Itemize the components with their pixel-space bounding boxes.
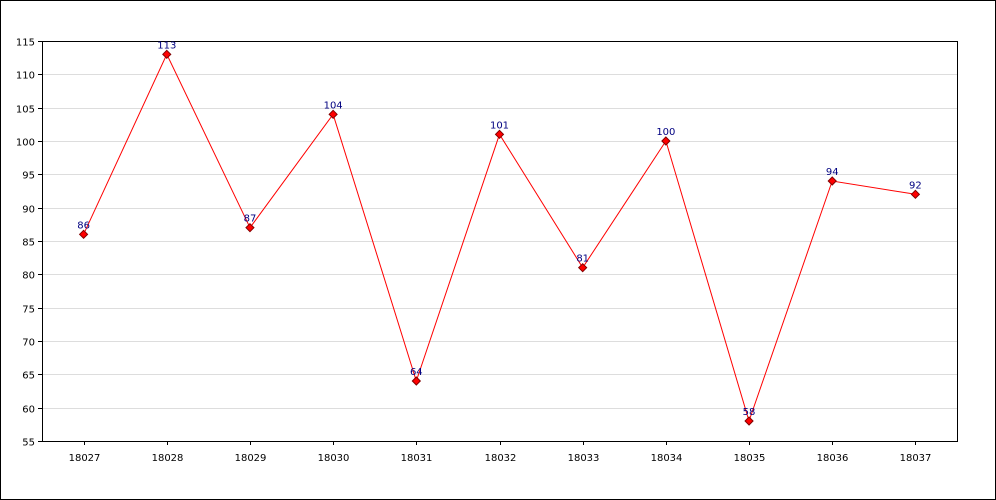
x-tick-label: 18034 bbox=[651, 453, 683, 464]
series-line bbox=[83, 53, 916, 423]
data-label: 86 bbox=[77, 220, 90, 231]
data-label: 81 bbox=[576, 254, 589, 265]
data-point-marker bbox=[744, 416, 754, 426]
y-tick-label: 110 bbox=[16, 71, 35, 82]
data-label: 94 bbox=[826, 167, 839, 178]
data-label: 100 bbox=[656, 127, 675, 138]
x-tick-label: 18035 bbox=[734, 453, 766, 464]
data-point-marker bbox=[661, 136, 671, 146]
data-label: 92 bbox=[909, 180, 922, 191]
data-point-marker bbox=[494, 129, 505, 140]
x-axis: 18027 18028 18029 18030 18031 18032 18033 18034… bbox=[69, 441, 932, 464]
data-label: 58 bbox=[743, 407, 756, 418]
data-point-marker bbox=[577, 262, 588, 273]
x-tick-label: 18036 bbox=[817, 453, 849, 464]
data-label: 113 bbox=[157, 40, 176, 51]
data-point-marker bbox=[245, 222, 255, 233]
y-tick-label: 105 bbox=[16, 105, 35, 116]
y-tick-label: 95 bbox=[22, 171, 35, 182]
data-point-marker bbox=[910, 189, 921, 200]
series-layer bbox=[78, 49, 921, 426]
y-axis: 55 60 65 70 75 80 85 90 95 100 105 110 115 bbox=[16, 38, 42, 449]
data-point-marker bbox=[78, 229, 89, 240]
x-tick-label: 18033 bbox=[568, 453, 600, 464]
y-tick-label: 100 bbox=[16, 138, 35, 149]
data-label: 101 bbox=[490, 120, 509, 131]
x-tick-label: 18027 bbox=[69, 453, 101, 464]
y-tick-label: 85 bbox=[22, 238, 35, 249]
y-tick-label: 60 bbox=[22, 405, 35, 416]
data-label: 104 bbox=[324, 100, 343, 111]
data-point-marker bbox=[827, 176, 837, 186]
y-tick-label: 75 bbox=[22, 305, 35, 316]
y-tick-label: 115 bbox=[16, 38, 35, 49]
data-label: 64 bbox=[410, 367, 423, 378]
x-tick-label: 18029 bbox=[235, 453, 267, 464]
x-tick-label: 18031 bbox=[401, 453, 433, 464]
y-tick-label: 80 bbox=[22, 271, 35, 282]
data-labels: 86 113 87 104 64 101 81 100 58 94 92 bbox=[77, 40, 922, 418]
x-tick-label: 18028 bbox=[152, 453, 184, 464]
y-tick-label: 90 bbox=[22, 205, 35, 216]
y-tick-label: 65 bbox=[22, 371, 35, 382]
y-tick-label: 70 bbox=[22, 338, 35, 349]
data-label: 87 bbox=[244, 214, 257, 225]
data-point-marker bbox=[328, 109, 338, 120]
x-tick-label: 18030 bbox=[318, 453, 350, 464]
gridlines bbox=[42, 74, 957, 409]
y-tick-label: 55 bbox=[22, 438, 35, 449]
x-tick-label: 18037 bbox=[900, 453, 932, 464]
x-tick-label: 18032 bbox=[485, 453, 517, 464]
data-point-marker bbox=[162, 49, 172, 60]
data-point-marker bbox=[411, 376, 422, 386]
